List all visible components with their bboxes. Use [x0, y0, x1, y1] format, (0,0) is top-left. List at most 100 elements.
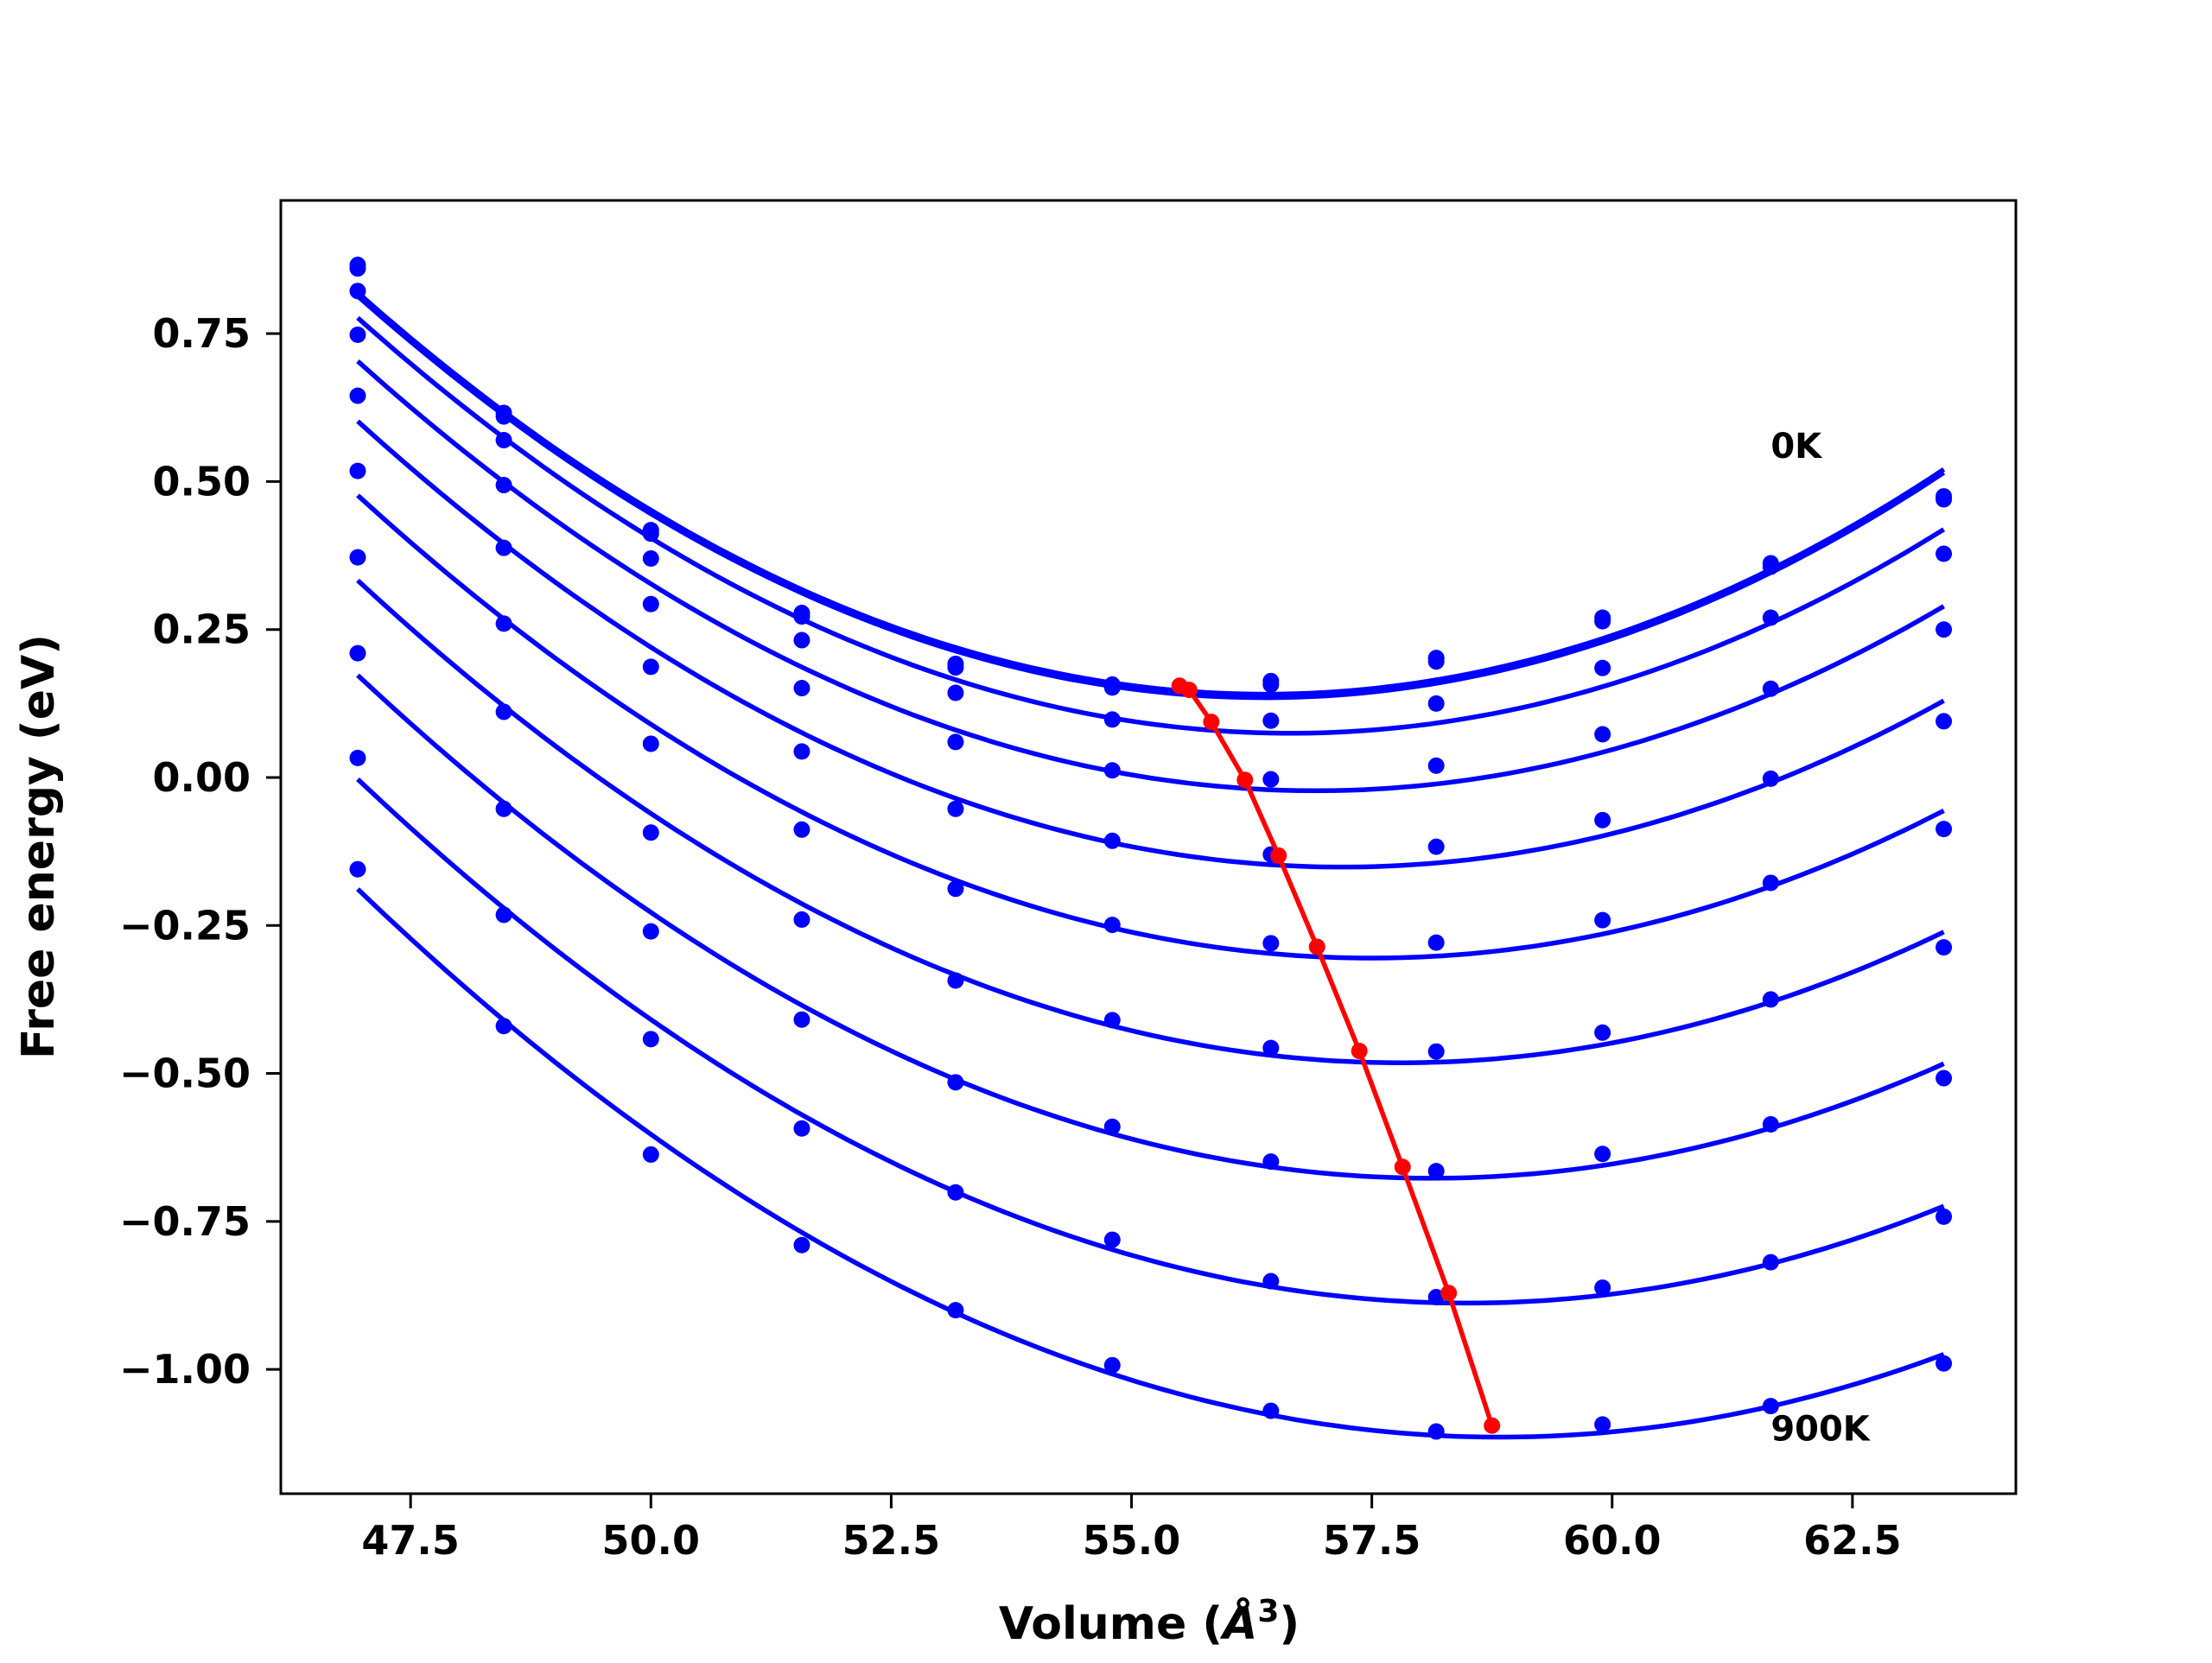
x-axis-ticks: 47.5 50.0 52.5 55.0 57.5 60.0 62.5	[361, 1494, 1902, 1564]
x-axis-label-unit: Å	[1219, 1597, 1257, 1650]
series-6-point-10	[1936, 939, 1953, 956]
series-1-point-0	[349, 260, 366, 277]
x-tick-label: 52.5	[842, 1517, 941, 1564]
series-9-point-9	[1762, 1398, 1779, 1415]
minimum-point-5	[1308, 938, 1325, 955]
y-axis-ticks: 0.75 0.50 0.25 0.00 −0.25 −0.50 −0.75 −1.00	[119, 310, 281, 1393]
series-line-2	[356, 315, 1946, 736]
annotation-900k: 900K	[1770, 1409, 1871, 1449]
series-4-point-5	[1103, 832, 1121, 849]
minimum-point-3	[1236, 771, 1254, 789]
minima-line	[1179, 683, 1495, 1427]
series-6-point-3	[793, 911, 810, 928]
series-8-point-7	[1427, 1289, 1445, 1306]
x-axis-label: Volume (Å3)	[999, 1594, 1300, 1650]
series-9-point-8	[1594, 1416, 1611, 1433]
series-6-point-4	[947, 972, 964, 989]
minimum-point-4	[1270, 847, 1287, 864]
x-axis-label-close: )	[1279, 1598, 1300, 1650]
series-line-7	[356, 673, 1945, 1181]
minimum-point-2	[1203, 714, 1220, 731]
x-axis-label-exponent: 3	[1257, 1594, 1279, 1629]
y-tick-label: 0.50	[153, 458, 251, 505]
series-5-point-10	[1936, 821, 1953, 838]
minimum-point-9	[1484, 1417, 1501, 1434]
series-9-point-7	[1427, 1423, 1445, 1440]
x-axis-label-text: Volume (	[999, 1598, 1223, 1650]
series-1-point-10	[1936, 491, 1953, 508]
curves-layer	[356, 290, 1946, 1440]
series-8-point-3	[793, 1120, 810, 1137]
series-2-point-5	[1103, 711, 1121, 728]
plot-frame	[279, 199, 2018, 1495]
series-4-point-4	[947, 800, 964, 817]
series-4-point-7	[1427, 838, 1445, 855]
y-tick-label: −0.75	[119, 1198, 251, 1245]
series-2-point-3	[793, 632, 810, 649]
series-4-point-8	[1594, 811, 1611, 828]
series-7-point-0	[349, 644, 366, 662]
series-6-point-7	[1427, 1043, 1445, 1060]
series-6-point-0	[349, 549, 366, 566]
series-7-point-5	[1103, 1118, 1121, 1135]
y-tick-label: 0.75	[153, 310, 251, 357]
series-3-point-4	[947, 733, 964, 751]
series-8-point-5	[1103, 1231, 1121, 1248]
x-tick-label: 62.5	[1803, 1517, 1902, 1564]
series-line-4	[356, 419, 1945, 870]
series-4-point-0	[349, 387, 366, 404]
series-3-point-1	[495, 477, 512, 494]
series-1-point-7	[1427, 653, 1445, 670]
series-8-point-10	[1936, 1208, 1953, 1225]
series-9-point-4	[947, 1302, 964, 1319]
series-line-1	[356, 294, 1946, 701]
series-9-point-5	[1103, 1356, 1121, 1374]
series-2-point-10	[1936, 545, 1953, 562]
series-8-point-4	[947, 1184, 964, 1201]
x-tick-label: 57.5	[1323, 1517, 1421, 1564]
series-7-point-6	[1262, 1153, 1280, 1171]
series-2-point-6	[1262, 712, 1280, 729]
series-3-point-3	[793, 680, 810, 697]
series-8-point-0	[349, 749, 366, 766]
series-2-point-8	[1594, 659, 1611, 676]
series-6-point-8	[1594, 1024, 1611, 1041]
series-8-point-8	[1594, 1279, 1611, 1297]
y-tick-label: 0.25	[153, 606, 251, 653]
minimum-point-1	[1180, 682, 1198, 699]
series-line-5	[356, 493, 1945, 961]
minimum-point-8	[1440, 1285, 1458, 1302]
series-7-point-7	[1427, 1163, 1445, 1180]
series-9-point-3	[793, 1236, 810, 1254]
series-4-point-10	[1936, 713, 1953, 730]
minimum-point-7	[1394, 1158, 1411, 1176]
series-8-point-1	[495, 906, 512, 924]
series-8-point-6	[1262, 1273, 1280, 1290]
series-4-point-1	[495, 539, 512, 556]
series-3-point-0	[349, 327, 366, 344]
series-3-point-8	[1594, 726, 1611, 743]
series-5-point-4	[947, 880, 964, 898]
series-6-point-2	[642, 824, 659, 841]
series-7-point-10	[1936, 1070, 1953, 1087]
y-tick-label: −0.50	[119, 1050, 251, 1097]
series-1-point-9	[1762, 558, 1779, 575]
y-tick-label: 0.00	[153, 754, 251, 801]
series-2-point-9	[1762, 609, 1779, 626]
annotation-0k: 0K	[1770, 427, 1823, 467]
series-4-point-2	[642, 658, 659, 676]
y-axis-label: Free energy (eV)	[13, 634, 65, 1059]
series-4-point-9	[1762, 770, 1779, 787]
series-2-point-1	[495, 431, 512, 448]
series-9-point-10	[1936, 1355, 1953, 1372]
series-1-point-6	[1262, 676, 1280, 693]
series-2-point-2	[642, 550, 659, 568]
series-6-point-6	[1262, 1039, 1280, 1057]
series-5-point-6	[1262, 935, 1280, 952]
series-5-point-8	[1594, 911, 1611, 929]
series-line-0	[356, 290, 1946, 697]
series-2-point-0	[349, 282, 366, 300]
series-5-point-7	[1427, 934, 1445, 951]
series-9-point-6	[1262, 1402, 1280, 1419]
